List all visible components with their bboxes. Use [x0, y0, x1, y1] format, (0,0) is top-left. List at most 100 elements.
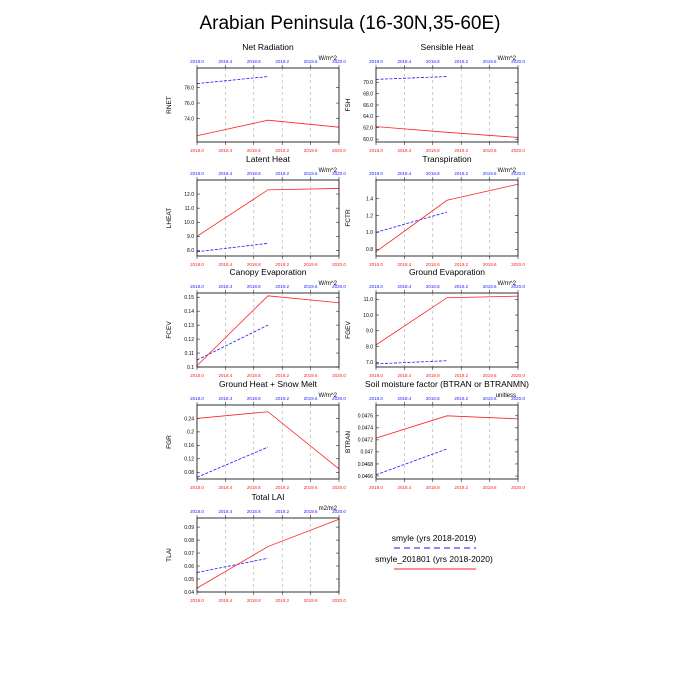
- x-tick-label-bottom: 2019.6: [304, 148, 318, 153]
- y-tick-label: 0.15: [184, 295, 194, 301]
- x-tick-label-top: 2019.6: [304, 59, 318, 64]
- x-tick-label-top: 2018.0: [190, 396, 204, 401]
- x-tick-label-top: 2018.4: [219, 59, 233, 64]
- x-tick-label-bottom: 2019.2: [454, 148, 468, 153]
- series-smyle-201801-line: [196, 411, 340, 470]
- units-label: W/m^2: [319, 56, 338, 62]
- panel-title: Ground Evaporation: [409, 267, 485, 277]
- x-tick-label-top: 2019.6: [304, 171, 318, 176]
- x-tick-label-bottom: 2019.2: [275, 373, 289, 378]
- x-tick-label-top: 2020.0: [511, 396, 525, 401]
- x-tick-label-top: 2018.4: [398, 59, 412, 64]
- x-tick-label-top: 2020.0: [511, 59, 525, 64]
- series-smyle-line: [375, 360, 448, 365]
- x-tick-label-top: 2019.6: [304, 284, 318, 289]
- panel-rnet: Net Radiation W/m^2 RNET 2018.0 2018.0 2018.4…: [166, 42, 346, 153]
- x-tick-label-bottom: 2018.4: [398, 262, 412, 267]
- plot-frame: [196, 179, 340, 257]
- x-tick-label-top: 2019.2: [275, 171, 289, 176]
- x-tick-label-bottom: 2018.0: [190, 373, 204, 378]
- series-smyle-201801-line: [375, 126, 519, 138]
- x-tick-label-top: 2018.4: [219, 396, 233, 401]
- panel-fcev: Canopy Evaporation W/m^2 FCEV 2018.0 2018.0 2…: [166, 267, 346, 378]
- x-tick-label-top: 2019.2: [275, 284, 289, 289]
- x-tick-label-top: 2020.0: [332, 396, 346, 401]
- x-tick-label-bottom: 2018.8: [426, 148, 440, 153]
- y-axis-label: FGEV: [345, 320, 352, 338]
- x-tick-label-bottom: 2018.8: [426, 373, 440, 378]
- series-smyle-line: [196, 242, 269, 253]
- x-tick-label-bottom: 2018.8: [247, 485, 261, 490]
- panel-title: Transpiration: [422, 154, 472, 164]
- x-tick-label-bottom: 2019.6: [483, 148, 497, 153]
- x-tick-label-top: 2018.4: [219, 284, 233, 289]
- x-tick-label-bottom: 2018.0: [190, 485, 204, 490]
- plot-frame: [375, 67, 519, 143]
- series-smyle-201801-line: [375, 183, 519, 253]
- y-axis-label: FCTR: [345, 209, 352, 227]
- y-tick-label: 1.0: [366, 230, 373, 236]
- y-tick-label: 0.24: [184, 416, 194, 422]
- x-tick-label-top: 2018.0: [369, 396, 383, 401]
- x-tick-label-bottom: 2020.0: [332, 148, 346, 153]
- panel-title: Total LAI: [251, 492, 284, 502]
- x-tick-label-bottom: 2019.6: [304, 262, 318, 267]
- series-smyle-201801-line: [375, 415, 519, 439]
- y-tick-label: 11.0: [185, 206, 195, 212]
- y-tick-label: 0.14: [184, 309, 194, 315]
- units-label: m2/m2: [319, 506, 338, 512]
- x-tick-label-top: 2018.8: [426, 284, 440, 289]
- x-tick-label-bottom: 2018.8: [247, 148, 261, 153]
- y-tick-label: 8.0: [187, 248, 194, 254]
- panel-title: Latent Heat: [246, 154, 291, 164]
- units-label: W/m^2: [498, 56, 517, 62]
- series-smyle-line: [196, 76, 269, 84]
- x-tick-label-bottom: 2019.2: [275, 598, 289, 603]
- x-tick-label-top: 2018.8: [247, 509, 261, 514]
- x-tick-label-bottom: 2019.6: [304, 598, 318, 603]
- x-tick-label-bottom: 2018.4: [219, 262, 233, 267]
- y-tick-label: 7.0: [366, 360, 373, 366]
- y-tick-label: 11.0: [364, 297, 374, 303]
- x-tick-label-bottom: 2020.0: [511, 373, 525, 378]
- units-label: unitless: [496, 393, 516, 399]
- x-tick-label-bottom: 2018.0: [190, 148, 204, 153]
- series-smyle-line: [196, 324, 269, 361]
- y-tick-label: 0.047: [360, 450, 373, 456]
- units-label: W/m^2: [498, 281, 517, 287]
- x-tick-label-bottom: 2018.8: [247, 262, 261, 267]
- panel-title: Net Radiation: [242, 42, 294, 52]
- x-tick-label-top: 2018.4: [219, 509, 233, 514]
- y-tick-label: 0.0468: [358, 462, 374, 468]
- x-tick-label-top: 2018.8: [247, 171, 261, 176]
- y-axis-label: BTRAN: [345, 431, 352, 453]
- x-tick-label-bottom: 2019.2: [454, 485, 468, 490]
- y-tick-label: 64.0: [363, 114, 373, 120]
- x-tick-label-bottom: 2019.6: [304, 373, 318, 378]
- x-tick-label-bottom: 2018.8: [247, 598, 261, 603]
- x-tick-label-bottom: 2020.0: [511, 148, 525, 153]
- plot-frame: [375, 292, 519, 368]
- x-tick-label-bottom: 2019.6: [483, 485, 497, 490]
- y-tick-label: 0.0466: [358, 474, 374, 480]
- panel-fgev: Ground Evaporation W/m^2 FGEV 2018.0 2018.0 2…: [345, 267, 525, 378]
- y-tick-label: 0.05: [184, 577, 194, 583]
- x-tick-label-top: 2018.4: [398, 396, 412, 401]
- y-tick-label: 60.0: [363, 137, 373, 143]
- x-tick-label-bottom: 2020.0: [511, 485, 525, 490]
- x-tick-label-bottom: 2018.4: [398, 373, 412, 378]
- x-tick-label-top: 2019.6: [304, 509, 318, 514]
- y-tick-label: 12.0: [184, 192, 194, 198]
- legend-label: smyle (yrs 2018-2019): [392, 533, 477, 543]
- series-smyle-line: [375, 76, 448, 80]
- x-tick-label-top: 2020.0: [332, 171, 346, 176]
- units-label: W/m^2: [319, 281, 338, 287]
- x-tick-label-top: 2019.2: [275, 509, 289, 514]
- y-tick-label: 0.09: [184, 525, 194, 531]
- y-tick-label: 0.0476: [358, 414, 374, 420]
- y-tick-label: 78.0: [184, 85, 194, 91]
- x-tick-label-bottom: 2018.8: [426, 485, 440, 490]
- y-tick-label: 8.0: [366, 344, 373, 350]
- panel-lheat: Latent Heat W/m^2 LHEAT 2018.0 2018.0 2018.4 2…: [166, 154, 346, 267]
- y-tick-label: 0.04: [184, 590, 194, 596]
